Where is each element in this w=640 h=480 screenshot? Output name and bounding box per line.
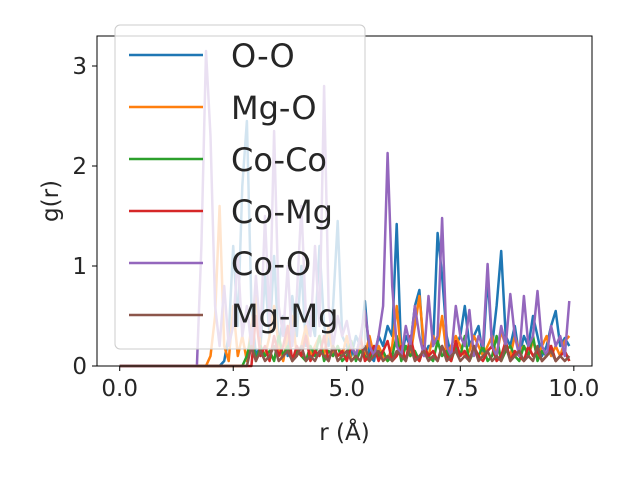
y-tick-label: 3 xyxy=(72,54,87,80)
legend-label: Mg-O xyxy=(231,89,317,127)
legend-label: O-O xyxy=(231,37,295,75)
y-tick-label: 0 xyxy=(72,354,87,380)
y-tick-label: 2 xyxy=(72,154,87,180)
legend-label: Co-O xyxy=(231,245,311,283)
axis-ticks: 0.0 2.5 5.0 7.5 10.0 0 1 2 3 xyxy=(72,54,599,402)
legend-label: Co-Co xyxy=(231,141,327,179)
x-tick-label: 0.0 xyxy=(101,376,138,402)
x-tick-label: 10.0 xyxy=(548,376,599,402)
y-tick-label: 1 xyxy=(72,254,87,280)
x-axis-label: r (Å) xyxy=(319,418,369,446)
legend-label: Mg-Mg xyxy=(231,297,338,335)
x-tick-label: 2.5 xyxy=(215,376,252,402)
x-tick-label: 5.0 xyxy=(328,376,365,402)
legend: O-O Mg-O Co-Co Co-Mg Co-O Mg-Mg xyxy=(114,24,366,350)
series-line-mg-mg xyxy=(119,344,571,368)
legend-label: Co-Mg xyxy=(231,193,333,231)
series-line-co-mg xyxy=(119,314,571,368)
y-axis-label: g(r) xyxy=(38,180,64,222)
x-tick-label: 7.5 xyxy=(442,376,479,402)
